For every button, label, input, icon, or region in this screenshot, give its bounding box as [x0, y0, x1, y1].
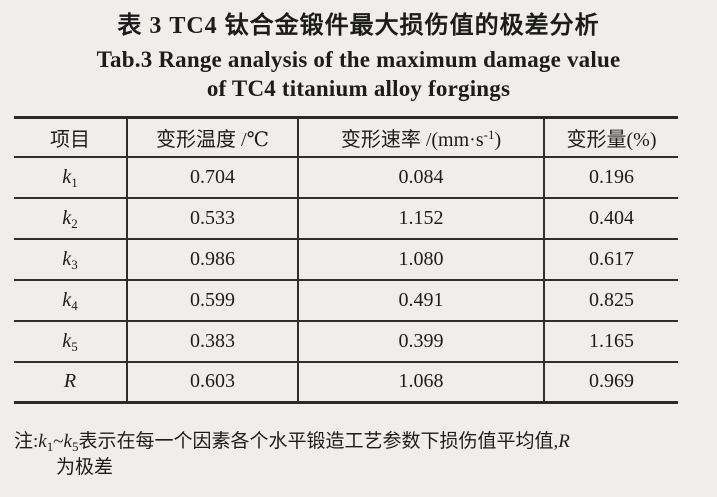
table-row-k2: k2 0.533 1.152 0.404: [14, 197, 678, 240]
cell-temperature: 0.986: [127, 238, 299, 281]
rate-header-superscript: -1: [483, 126, 495, 142]
cell-temperature: 0.533: [127, 197, 299, 240]
rate-header-suffix: ): [494, 128, 502, 151]
table-row-k3: k3 0.986 1.080 0.617: [14, 238, 678, 281]
cell-amount: 0.196: [544, 156, 678, 199]
footnote-line1: 注:k1~k5表示在每一个因素各个水平锻造工艺参数下损伤值平均值,R: [14, 431, 570, 454]
range-analysis-table: 项目 变形温度 /℃ 变形速率 /(mm·s-1) 变形量(%) k1 0.70…: [14, 116, 678, 404]
col-header-item: 项目: [14, 117, 128, 158]
cell-rate: 1.068: [298, 361, 545, 403]
row-label: k2: [14, 197, 128, 240]
table-row-k5: k5 0.383 0.399 1.165: [14, 320, 678, 363]
cell-amount: 1.165: [544, 320, 678, 363]
cell-temperature: 0.704: [127, 156, 299, 199]
cell-amount: 0.825: [544, 279, 678, 322]
cell-rate: 0.399: [298, 320, 545, 363]
cell-temperature: 0.603: [127, 361, 299, 403]
table-footnote: 注:k1~k5表示在每一个因素各个水平锻造工艺参数下损伤值平均值,R 为极差: [14, 429, 703, 481]
footnote-line2: 为极差: [56, 457, 114, 478]
table-title-english-line1: Tab.3 Range analysis of the maximum dama…: [96, 47, 621, 72]
cell-rate: 1.080: [298, 238, 545, 281]
row-label: k1: [14, 156, 128, 199]
table-row-range: R 0.603 1.068 0.969: [14, 361, 678, 403]
cell-temperature: 0.383: [127, 320, 299, 363]
table-title-english-line2: of TC4 titanium alloy forgings: [206, 76, 511, 101]
row-label: k5: [14, 320, 128, 363]
table-row-k4: k4 0.599 0.491 0.825: [14, 279, 678, 322]
row-label: R: [14, 361, 128, 403]
cell-temperature: 0.599: [127, 279, 299, 322]
rate-header-text: 变形速率 /(mm·s: [340, 128, 484, 151]
cell-amount: 0.617: [544, 238, 678, 281]
col-header-rate: 变形速率 /(mm·s-1): [298, 117, 545, 158]
table-title-chinese: 表 3 TC4 钛合金锻件最大损伤值的极差分析: [117, 13, 600, 39]
table-row-k1: k1 0.704 0.084 0.196: [14, 156, 678, 199]
header-row: 项目 变形温度 /℃ 变形速率 /(mm·s-1) 变形量(%): [14, 117, 678, 158]
cell-rate: 0.491: [298, 279, 545, 322]
cell-amount: 0.969: [589, 370, 634, 393]
col-header-temperature: 变形温度 /℃: [127, 117, 299, 158]
row-label: k3: [14, 238, 128, 281]
cell-rate: 0.084: [298, 156, 545, 199]
cell-amount: 0.404: [544, 197, 678, 240]
col-header-amount: 变形量(%): [544, 117, 678, 158]
cell-rate: 1.152: [298, 197, 545, 240]
row-label: k4: [14, 279, 128, 322]
